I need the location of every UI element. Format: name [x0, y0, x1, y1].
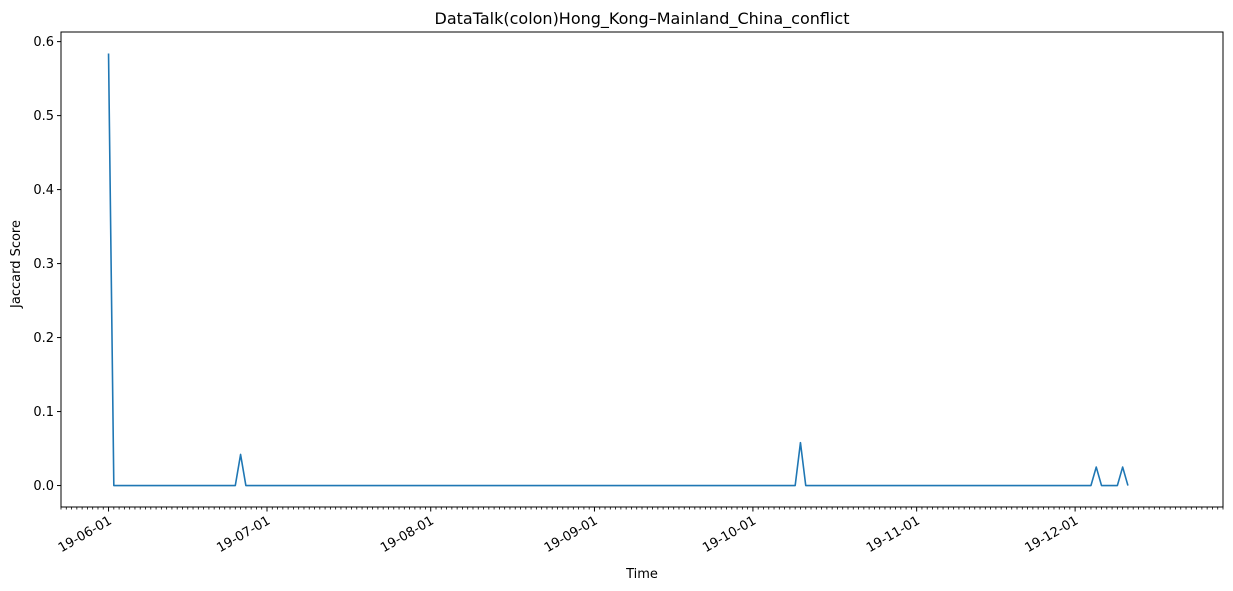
y-tick-label: 0.0: [33, 479, 54, 494]
chart-title: DataTalk(colon)Hong_Kong–Mainland_China_…: [435, 9, 850, 29]
y-tick-label: 0.3: [33, 257, 54, 272]
plot-border: [60, 31, 1224, 508]
plot-frame: [60, 31, 1224, 508]
plot-background: [61, 32, 1223, 507]
x-axis-label: Time: [625, 567, 658, 582]
x-tick-label: 19-07-01: [214, 513, 273, 555]
y-axis-ticks: 0.0 0.1 0.2 0.3 0.4 0.5 0.6: [33, 35, 61, 494]
y-tick-label: 0.6: [33, 35, 54, 50]
series-line-0: [107, 53, 1129, 487]
x-tick-label: 19-06-01: [56, 513, 115, 555]
x-axis-ticks: 19-06-01 19-07-01 19-08-01 19-09-01 19-10-01…: [56, 507, 1081, 556]
y-tick-label: 0.5: [33, 109, 54, 124]
y-tick-label: 0.4: [33, 183, 54, 198]
x-tick-label: 19-12-01: [1023, 513, 1082, 555]
x-tick-label: 19-08-01: [378, 513, 437, 555]
y-axis-label: Jaccard Score: [9, 220, 24, 309]
plot-area: [61, 32, 1223, 507]
x-tick-label: 19-11-01: [864, 513, 923, 555]
y-tick-label: 0.2: [33, 331, 54, 346]
y-tick-label: 0.1: [33, 405, 54, 420]
series-layer: [107, 53, 1129, 487]
x-tick-label: 19-10-01: [700, 513, 759, 555]
x-tick-label: 19-09-01: [542, 513, 601, 555]
